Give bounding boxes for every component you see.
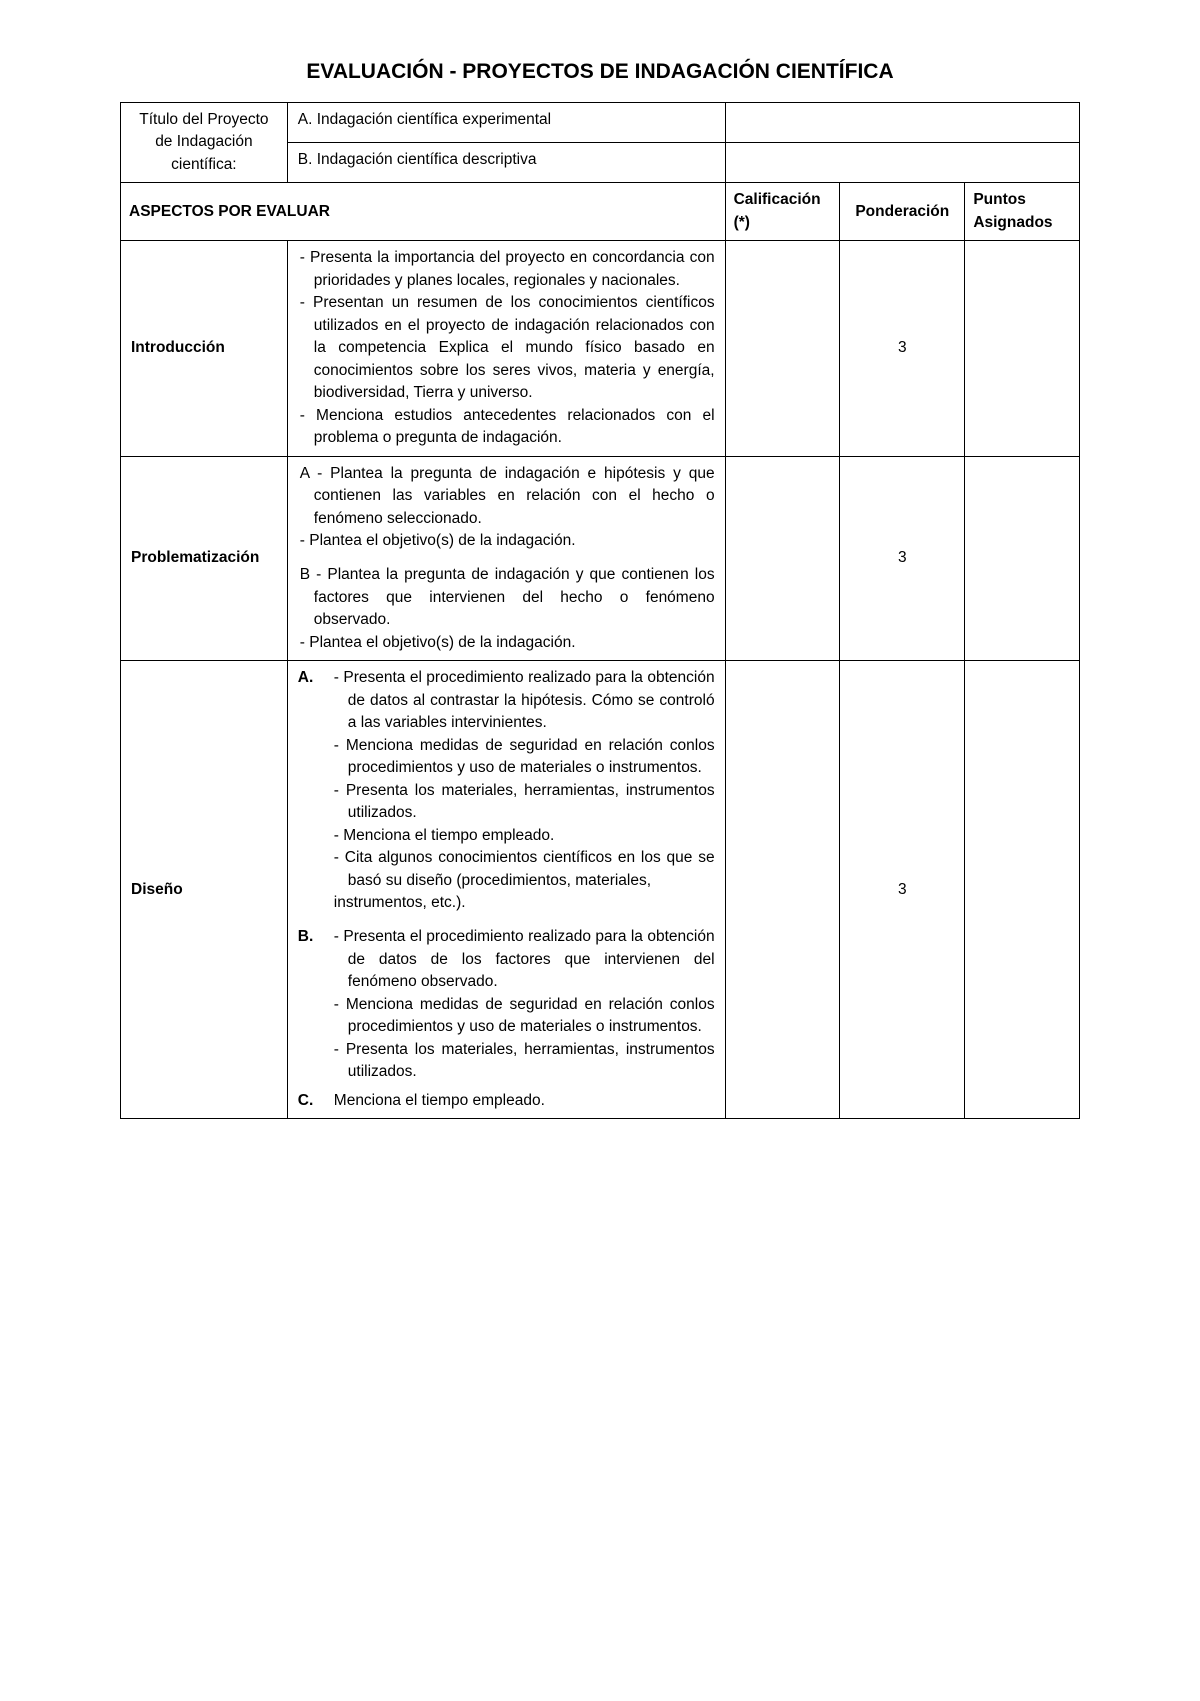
aspect-name: Problematización xyxy=(121,456,288,661)
ponderacion-cell: 3 xyxy=(840,661,965,1119)
table-row: Diseño A. - Presenta el procedimiento re… xyxy=(121,661,1080,1119)
aspect-desc-a: A. - Presenta el procedimiento realizado… xyxy=(288,661,725,920)
aspect-desc: - Presenta la importancia del proyecto e… xyxy=(287,241,725,456)
ponderacion-cell: 3 xyxy=(840,241,965,456)
col-puntos: Puntos Asignados xyxy=(965,183,1080,241)
col-aspects: ASPECTOS POR EVALUAR xyxy=(121,183,726,241)
page-title: EVALUACIÓN - PROYECTOS DE INDAGACIÓN CIE… xyxy=(120,60,1080,84)
aspect-desc: A. - Presenta el procedimiento realizado… xyxy=(287,661,725,1119)
option-b-blank xyxy=(725,143,1079,183)
col-ponderacion: Ponderación xyxy=(840,183,965,241)
option-a-label: A. Indagación científica experimental xyxy=(287,103,725,143)
rubric-table: Título del Proyecto de Indagación cientí… xyxy=(120,102,1080,1119)
aspect-name: Diseño xyxy=(121,661,288,1119)
aspect-desc-b: B. - Presenta el procedimiento realizado… xyxy=(288,920,725,1089)
aspect-desc-a: A - Plantea la pregunta de indagación e … xyxy=(287,456,725,558)
project-title-label: Título del Proyecto de Indagación cientí… xyxy=(121,103,288,183)
table-row: Problematización A - Plantea la pregunta… xyxy=(121,456,1080,558)
calificacion-cell[interactable] xyxy=(725,456,840,661)
calificacion-cell[interactable] xyxy=(725,241,840,456)
tag-c: C. xyxy=(298,1090,314,1112)
option-b-label: B. Indagación científica descriptiva xyxy=(287,143,725,183)
puntos-cell[interactable] xyxy=(965,661,1080,1119)
ponderacion-cell: 3 xyxy=(840,456,965,661)
tag-a: A. xyxy=(298,667,314,689)
puntos-cell[interactable] xyxy=(965,241,1080,456)
aspect-desc-c: C. Menciona el tiempo empleado. xyxy=(288,1090,725,1118)
puntos-cell[interactable] xyxy=(965,456,1080,661)
col-calificacion: Calificación (*) xyxy=(725,183,840,241)
option-a-blank xyxy=(725,103,1079,143)
aspect-desc-b: B - Plantea la pregunta de indagación y … xyxy=(287,558,725,660)
aspect-name: Introducción xyxy=(121,241,288,456)
calificacion-cell[interactable] xyxy=(725,661,840,1119)
tag-b: B. xyxy=(298,926,314,948)
table-row: Introducción - Presenta la importancia d… xyxy=(121,241,1080,456)
